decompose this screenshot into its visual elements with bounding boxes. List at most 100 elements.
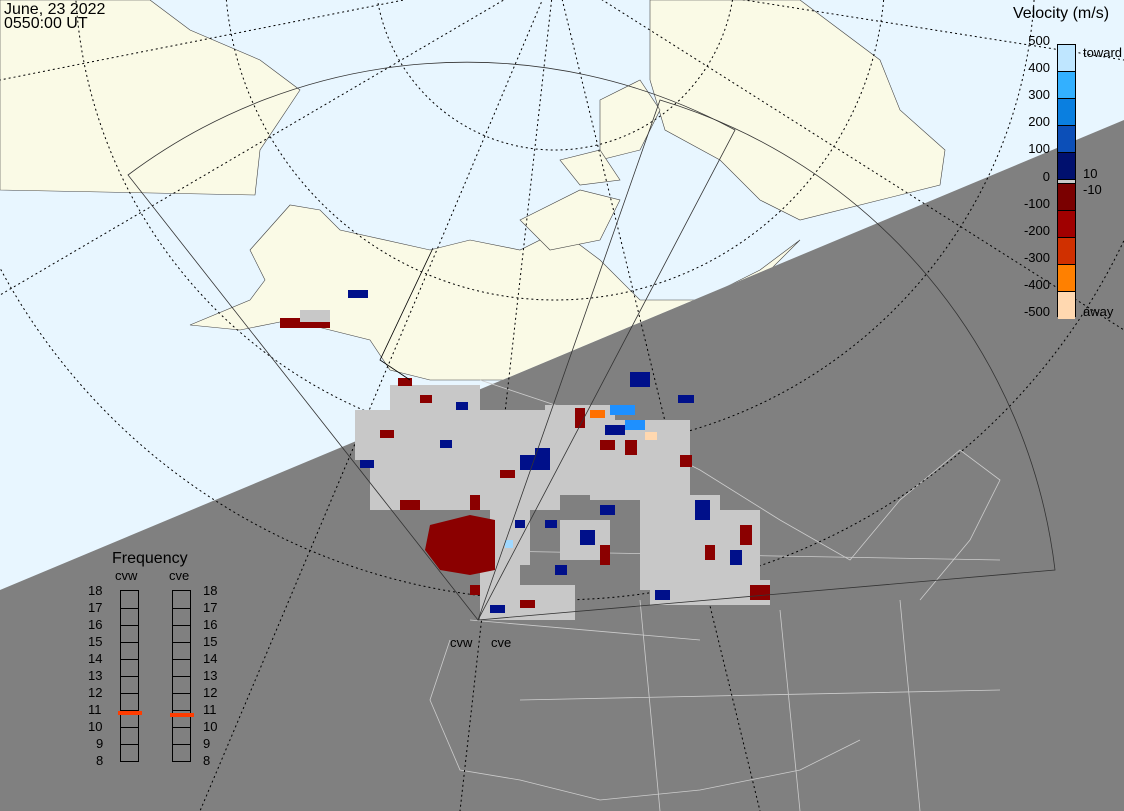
date-label: June, 23 2022 xyxy=(4,1,106,18)
echo-cells xyxy=(280,290,770,620)
colorbar-tick: 100 xyxy=(1028,141,1050,157)
colorbar-segment xyxy=(1058,153,1075,180)
freq-radar-cve: cve xyxy=(169,568,190,583)
frequency-title: Frequency xyxy=(112,550,188,567)
velocity-cell xyxy=(740,525,752,545)
frequency-tick: 8 xyxy=(203,753,211,768)
colorbar-tick: -500 xyxy=(1023,304,1050,319)
frequency-tick: 10 xyxy=(88,719,103,734)
toward-label: toward xyxy=(1083,45,1123,60)
fov-cvw xyxy=(127,61,736,621)
radar-fov xyxy=(127,61,1056,621)
frequency-tick: 14 xyxy=(88,651,103,666)
velocity-cell xyxy=(505,540,513,548)
velocity-cell xyxy=(655,590,670,600)
frequency-tick: 12 xyxy=(203,685,218,700)
colorbar-segment xyxy=(1058,180,1075,184)
velocity-cell xyxy=(470,585,480,595)
velocity-cell xyxy=(515,520,525,528)
ground-scatter-cell xyxy=(490,505,530,565)
frequency-tick: 16 xyxy=(88,617,103,632)
colorbar-title: Velocity (m/s) xyxy=(1013,5,1110,22)
colorbar-tick: 300 xyxy=(1028,87,1050,103)
colorbar-tick: 500 xyxy=(1028,33,1050,48)
velocity-cell xyxy=(575,408,585,428)
colorbar-segment xyxy=(1058,265,1075,292)
frequency-tick: 9 xyxy=(96,736,104,751)
velocity-cell xyxy=(600,505,615,515)
frequency-tick: 18 xyxy=(203,583,218,598)
velocity-cell xyxy=(555,565,567,575)
velocity-cell xyxy=(490,605,505,613)
velocity-cell xyxy=(420,395,432,403)
frequency-tick: 16 xyxy=(203,617,218,632)
colorbar-segment xyxy=(1058,211,1075,238)
frequency-tick: 18 xyxy=(88,583,103,598)
velocity-cell xyxy=(600,545,610,565)
colorbar-segment xyxy=(1058,99,1075,126)
frequency-tick: 12 xyxy=(88,685,103,700)
colorbar-segment xyxy=(1058,126,1075,153)
colorbar-tick: -300 xyxy=(1023,249,1050,265)
velocity-cell xyxy=(500,470,515,478)
velocity-cell xyxy=(600,440,615,450)
frequency-marker xyxy=(170,713,194,718)
velocity-cell xyxy=(280,318,330,328)
frequency-tick: 11 xyxy=(203,702,217,717)
colorbar-segment xyxy=(1058,292,1075,319)
velocity-cell xyxy=(380,430,394,438)
colorbar-segment xyxy=(1058,184,1075,211)
colorbar-tick: 200 xyxy=(1028,114,1050,130)
velocity-cell xyxy=(300,310,330,322)
frequency-tick: 13 xyxy=(203,668,218,683)
frequency-tick: 13 xyxy=(88,668,103,683)
frequency-tick: 15 xyxy=(88,634,103,649)
velocity-cell xyxy=(730,550,742,565)
velocity-cell xyxy=(360,460,374,468)
velocity-cell xyxy=(630,372,650,387)
frequency-marker xyxy=(118,711,142,716)
pos-threshold-label: 10 xyxy=(1083,166,1098,181)
velocity-cell xyxy=(645,432,657,440)
velocity-cell xyxy=(625,420,645,430)
velocity-cell xyxy=(580,530,595,545)
velocity-cell xyxy=(545,520,557,528)
frequency-tick: 17 xyxy=(88,600,103,615)
frequency-tick: 15 xyxy=(203,634,218,649)
fov-cve xyxy=(477,99,1056,621)
away-label: away xyxy=(1083,304,1114,319)
frequency-tick: 10 xyxy=(203,719,218,734)
time-label: 0550:00 UT xyxy=(4,15,88,32)
velocity-cell xyxy=(750,585,770,600)
velocity-cell xyxy=(605,425,625,435)
ground-scatter-cell xyxy=(590,460,620,500)
velocity-cell-cluster xyxy=(425,515,495,575)
velocity-cell xyxy=(348,290,368,298)
velocity-cell xyxy=(470,495,480,510)
frequency-tick: 9 xyxy=(203,736,211,751)
velocity-cell xyxy=(678,395,694,403)
colorbar-segment xyxy=(1058,72,1075,99)
colorbar-tick: -200 xyxy=(1023,222,1050,238)
velocity-cell xyxy=(695,500,710,520)
velocity-cell xyxy=(535,448,550,468)
colorbar-segment xyxy=(1058,238,1075,265)
frequency-tick: 17 xyxy=(203,600,218,615)
colorbar-tick: -100 xyxy=(1023,195,1050,211)
frequency-tick: 14 xyxy=(203,651,218,666)
colorbar-scale xyxy=(1057,44,1076,319)
neg-threshold-label: -10 xyxy=(1083,182,1102,197)
frequency-tick: 11 xyxy=(88,702,102,717)
frequency-bar-cve xyxy=(170,590,194,762)
velocity-cell xyxy=(440,440,452,448)
velocity-cell xyxy=(680,455,692,467)
velocity-cell xyxy=(456,402,468,410)
velocity-cell xyxy=(590,410,605,418)
frequency-tick: 8 xyxy=(96,753,104,768)
frequency-bar-cvw xyxy=(118,590,142,762)
velocity-cell xyxy=(610,405,635,415)
colorbar-tick: -400 xyxy=(1023,276,1050,292)
